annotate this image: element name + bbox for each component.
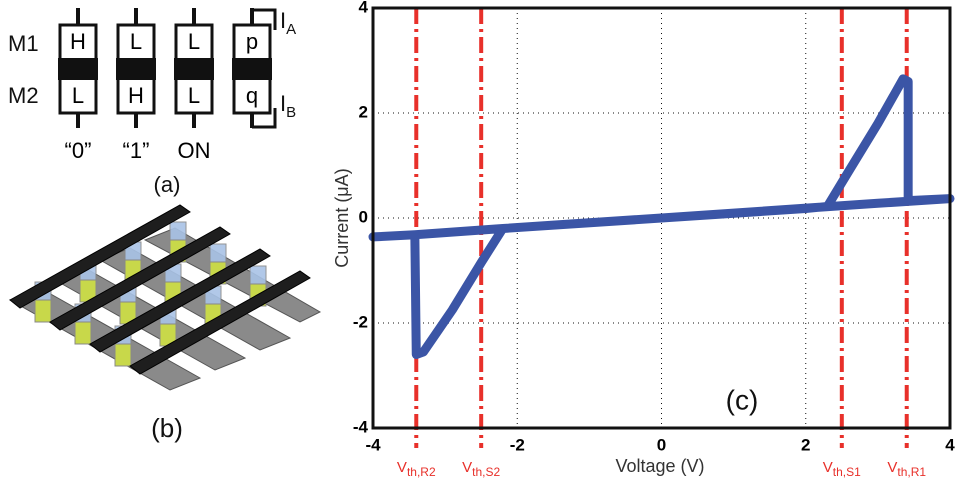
threshold-name: V <box>823 459 833 476</box>
y-tick-label: 4 <box>359 0 369 16</box>
threshold-label: Vth,R1 <box>887 459 926 479</box>
row-label: M1 <box>8 31 39 56</box>
y-tick-label: -2 <box>353 312 368 331</box>
y-axis-label: Current (μA) <box>332 168 352 267</box>
threshold-sub: th,R1 <box>897 465 926 479</box>
threshold-sub: th,S1 <box>833 465 861 479</box>
panel-b: (b) <box>8 204 322 443</box>
cell-top: H <box>70 29 86 54</box>
current-label: IA <box>280 8 296 38</box>
cell-bottom: L <box>72 83 84 108</box>
x-tick-label: -2 <box>510 435 525 454</box>
bracket <box>252 8 277 30</box>
threshold-label: Vth,R2 <box>397 459 436 479</box>
panel-label: (a) <box>154 172 181 197</box>
state-label: “0” <box>65 138 92 163</box>
cell-top: L <box>130 29 142 54</box>
state-label: ON <box>178 138 211 163</box>
y-tick-label: -4 <box>353 417 369 436</box>
current-label: IB <box>280 91 296 121</box>
cell-bottom: L <box>188 83 200 108</box>
plot-frame <box>371 6 952 430</box>
x-tick-label: 2 <box>801 435 810 454</box>
x-axis-label: Voltage (V) <box>615 456 704 476</box>
threshold-label: Vth,S1 <box>823 459 861 479</box>
cell-top: L <box>188 29 200 54</box>
separator <box>232 58 272 80</box>
cell-top: p <box>246 29 258 54</box>
threshold-sub: th,S2 <box>472 465 500 479</box>
threshold-sub: th,R2 <box>407 465 436 479</box>
separator <box>116 58 156 80</box>
separator <box>58 58 98 80</box>
threshold-label: Vth,S2 <box>462 459 500 479</box>
y-tick-label: 0 <box>359 207 368 226</box>
threshold-name: V <box>397 459 407 476</box>
cell-bottom: q <box>246 83 258 108</box>
x-tick-label: -4 <box>365 435 381 454</box>
current-sub: A <box>286 21 296 38</box>
current-name: I <box>280 91 286 116</box>
current-sub: B <box>286 104 296 121</box>
threshold-name: V <box>887 459 897 476</box>
panel-a: M1 M2 IA IB (a) <box>8 8 296 197</box>
panel-label: (b) <box>151 413 183 443</box>
separator <box>174 58 214 80</box>
bracket <box>252 108 277 129</box>
state-label: “1” <box>123 138 150 163</box>
y-tick-label: 2 <box>359 102 368 121</box>
threshold-name: V <box>462 459 472 476</box>
x-tick-label: 0 <box>657 435 666 454</box>
cell-bottom: H <box>128 83 144 108</box>
current-name: I <box>280 8 286 33</box>
panel-label: (c) <box>726 384 759 415</box>
x-tick-label: 4 <box>945 435 955 454</box>
row-label: M2 <box>8 83 39 108</box>
iv-curve <box>368 74 955 359</box>
